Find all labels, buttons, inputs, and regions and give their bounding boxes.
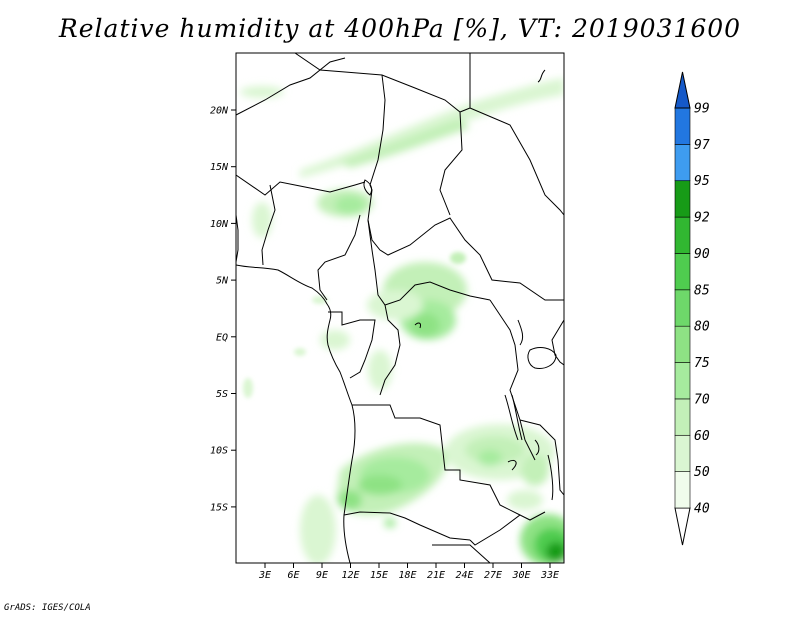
colorbar-segment bbox=[674, 434, 691, 472]
border-chad-sudan bbox=[367, 74, 564, 301]
chart-title: Relative humidity at 400hPa [%], VT: 201… bbox=[58, 14, 742, 43]
colorbar-segment bbox=[674, 289, 691, 327]
lon-tick-label: 6E bbox=[287, 570, 299, 581]
border-niger-nigeria bbox=[261, 184, 276, 266]
lat-tick-label: 15S bbox=[210, 502, 228, 513]
colorbar-label: 92 bbox=[694, 211, 710, 226]
colorbar-segment bbox=[674, 471, 691, 509]
lake-small bbox=[414, 322, 421, 329]
lat-tick-label: 10S bbox=[210, 446, 228, 457]
colorbar: 40 50 60 70 75 80 85 90 92 95 97 99 bbox=[674, 71, 710, 546]
border-car-drc bbox=[379, 304, 401, 396]
colorbar-segment bbox=[674, 398, 691, 436]
border-botswana bbox=[432, 544, 491, 563]
lat-tick-label: 20N bbox=[210, 106, 229, 117]
lon-tick-label: 18E bbox=[398, 570, 416, 581]
humid-band-north-core bbox=[340, 118, 470, 168]
colorbar-segment bbox=[674, 107, 691, 145]
colorbar-label: 90 bbox=[694, 247, 710, 262]
lon-tick-label: 12E bbox=[341, 570, 359, 581]
map-frame bbox=[235, 52, 565, 564]
lon-tick-label: 27E bbox=[484, 570, 502, 581]
colorbar-segment bbox=[674, 325, 691, 363]
country-borders bbox=[236, 53, 564, 563]
lake-tanganyika bbox=[504, 394, 523, 441]
colorbar-label: 40 bbox=[694, 502, 710, 517]
border-sudan-south bbox=[439, 111, 463, 216]
border-zambia-zimbabwe bbox=[469, 511, 546, 546]
longitude-axis: 3E 6E 9E 12E 15E 18E 21E 24E 27E 30E 33E bbox=[258, 563, 559, 581]
border-drc-angola bbox=[352, 404, 521, 516]
colorbar-segment bbox=[674, 216, 691, 254]
colorbar-segment bbox=[674, 180, 691, 218]
border-sudan-ethiopia bbox=[469, 107, 564, 216]
border-nigeria-cameroon bbox=[317, 214, 361, 301]
lat-tick-label: 5N bbox=[216, 276, 229, 287]
latitude-axis: 20N 15N 10N 5N EQ 5S 10S 15S bbox=[210, 106, 236, 513]
coastline-east-africa bbox=[551, 319, 564, 366]
colorbar-segment bbox=[674, 253, 691, 291]
river-nile bbox=[537, 69, 546, 83]
lon-tick-label: 24E bbox=[455, 570, 473, 581]
border-cameroon-car bbox=[367, 219, 491, 306]
lon-tick-label: 33E bbox=[540, 570, 559, 581]
lon-tick-label: 3E bbox=[258, 570, 271, 581]
credit-label: GrADS: IGES/COLA bbox=[4, 603, 91, 613]
lake-malawi bbox=[547, 454, 554, 501]
colorbar-label: 95 bbox=[694, 174, 710, 189]
colorbar-lower-extension bbox=[674, 507, 691, 546]
border-niger-chad bbox=[236, 174, 366, 196]
lake-victoria bbox=[527, 347, 557, 369]
lon-tick-label: 21E bbox=[427, 570, 445, 581]
border-tanzania-mozambique bbox=[519, 419, 564, 496]
lat-tick-label: 15N bbox=[210, 162, 229, 173]
lat-tick-label: EQ bbox=[216, 332, 228, 343]
lon-tick-label: 9E bbox=[316, 570, 328, 581]
humidity-field bbox=[240, 78, 564, 563]
colorbar-label: 75 bbox=[694, 356, 710, 371]
colorbar-label: 60 bbox=[694, 429, 710, 444]
colorbar-segment bbox=[674, 362, 691, 400]
colorbar-upper-extension bbox=[674, 71, 691, 109]
lon-tick-label: 15E bbox=[370, 570, 388, 581]
lat-tick-label: 10N bbox=[210, 219, 229, 230]
colorbar-label: 70 bbox=[694, 392, 710, 407]
colorbar-label: 99 bbox=[694, 102, 710, 117]
border-drc-east bbox=[489, 299, 536, 461]
colorbar-label: 85 bbox=[694, 283, 710, 298]
colorbar-label: 50 bbox=[694, 465, 710, 480]
lake-albert bbox=[517, 319, 524, 346]
border-angola-namibia bbox=[343, 511, 471, 541]
border-congo-gabon bbox=[328, 311, 376, 379]
lake-chad bbox=[363, 179, 373, 196]
lon-tick-label: 30E bbox=[511, 570, 530, 581]
lat-tick-label: 5S bbox=[216, 389, 228, 400]
west-coast-north bbox=[236, 214, 239, 263]
humid-band-north bbox=[300, 78, 564, 178]
colorbar-segment bbox=[674, 144, 691, 182]
coastline-gulf-of-guinea bbox=[236, 264, 356, 563]
border-mali-niger bbox=[236, 57, 346, 116]
colorbar-label: 80 bbox=[694, 320, 710, 335]
lake-rukwa bbox=[534, 439, 540, 456]
border-libya-chad bbox=[294, 53, 471, 113]
lake-kariba bbox=[507, 459, 517, 471]
colorbar-label: 97 bbox=[694, 138, 710, 153]
